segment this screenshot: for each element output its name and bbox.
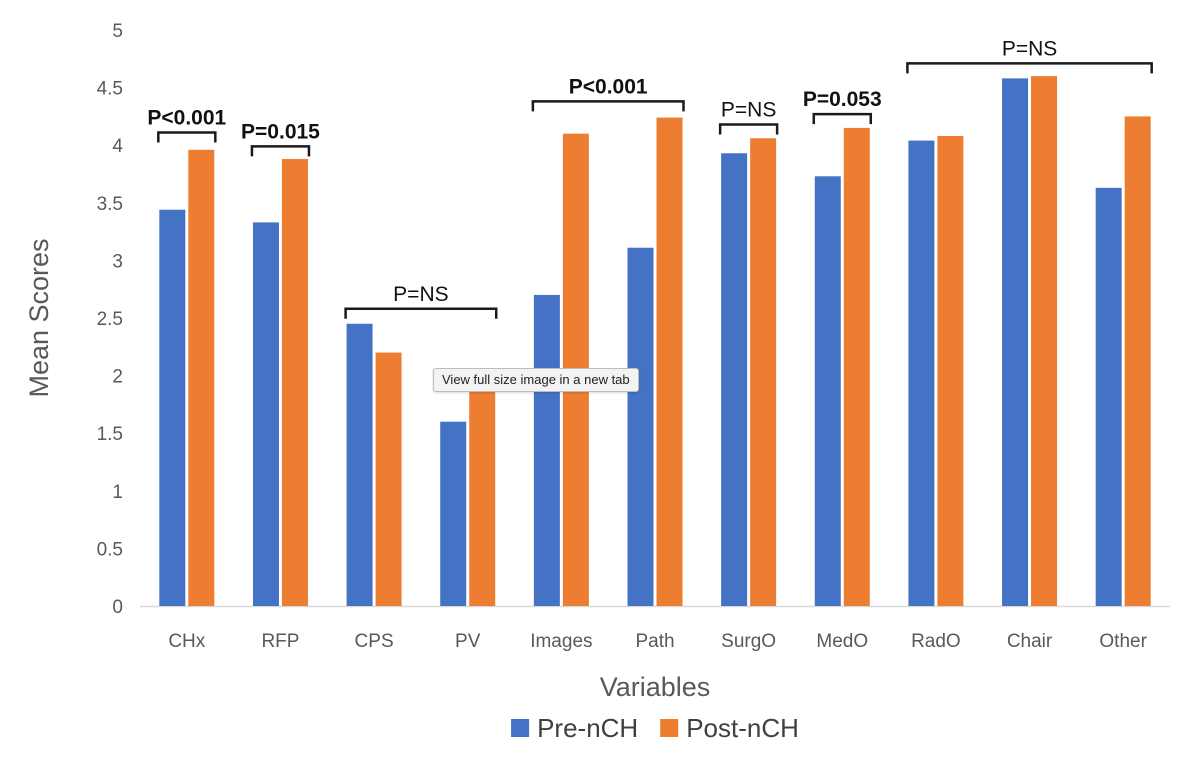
x-tick-label-pv: PV [455, 631, 481, 652]
bar-post-nch-path [656, 117, 683, 606]
significance-bracket [718, 123, 779, 135]
significance-label: P=NS [393, 283, 448, 306]
y-tick-label: 4.5 [97, 79, 123, 100]
bar-post-nch-pv [469, 384, 496, 606]
significance-label: P<0.001 [569, 75, 648, 98]
y-tick-label: 1 [112, 482, 123, 503]
x-axis-title: Variables [600, 672, 711, 702]
significance-label: P=NS [1002, 37, 1057, 60]
x-tick-label-rfp: RFP [261, 631, 299, 652]
bar-pre-nch-images [533, 294, 560, 606]
significance-label: P=0.053 [803, 88, 882, 111]
bar-pre-nch-chx [159, 209, 186, 606]
significance-annotations: P<0.001 P=0.015 P=NS P<0.001 P=NS P=0.053 P=NS [147, 37, 1153, 319]
x-tick-label-medo: MedO [816, 631, 868, 652]
bar-post-nch-other [1124, 116, 1151, 607]
significance-bracket [812, 112, 873, 125]
y-tick-label: 0.5 [97, 539, 123, 560]
x-tick-label-path: Path [635, 631, 674, 652]
legend-label: Post-nCH [686, 713, 799, 743]
bar-post-nch-chx [188, 149, 215, 607]
significance-bracket [250, 145, 311, 157]
y-tick-label: 5 [112, 21, 123, 42]
y-tick-label: 3.5 [97, 194, 123, 215]
x-tick-label-chx: CHx [168, 631, 205, 652]
x-axis-ticks: CHx RFP CPS PV Images Path SurgO MedO RadO Chair O… [168, 631, 1147, 652]
x-tick-label-surgo: SurgO [721, 631, 776, 652]
legend: Pre-nCH Post-nCH [511, 713, 799, 743]
bar-post-nch-rado [937, 135, 964, 606]
y-axis-title: Mean Scores [24, 238, 54, 397]
bar-pre-nch-chair [1002, 78, 1029, 606]
significance-bracket [906, 62, 1153, 74]
y-axis-ticks: 0 0.5 1 1.5 2 2.5 3 3.5 4 4.5 5 [97, 21, 124, 618]
legend-swatch [511, 719, 530, 737]
bar-pre-nch-rado [908, 140, 935, 607]
x-tick-label-chair: Chair [1007, 631, 1053, 652]
x-tick-label-rado: RadO [911, 631, 961, 652]
y-tick-label: 0 [112, 597, 123, 618]
significance-bracket [531, 100, 685, 112]
bar-post-nch-cps [375, 352, 402, 606]
y-tick-label: 4 [112, 136, 123, 157]
bar-pre-nch-rfp [252, 222, 279, 606]
bar-pre-nch-pv [440, 421, 467, 606]
significance-label: P<0.001 [147, 107, 226, 130]
legend-label: Pre-nCH [537, 713, 638, 743]
significance-bracket [157, 131, 217, 143]
legend-item-pre-nch: Pre-nCH [511, 713, 638, 743]
bar-pre-nch-cps [346, 323, 373, 606]
bar-pre-nch-path [627, 247, 654, 606]
x-tick-label-other: Other [1099, 631, 1147, 652]
y-tick-label: 2.5 [97, 309, 123, 330]
significance-label: P=0.015 [241, 120, 320, 143]
significance-bracket [344, 307, 498, 319]
bar-pre-nch-medo [814, 176, 841, 606]
x-tick-label-cps: CPS [355, 631, 394, 652]
legend-swatch [660, 719, 679, 737]
x-tick-label-images: Images [530, 631, 592, 652]
bar-pre-nch-surgo [721, 153, 748, 606]
bar-pre-nch-other [1095, 187, 1122, 606]
bar-post-nch-chair [1031, 76, 1058, 606]
bar-post-nch-rfp [281, 159, 308, 607]
bar-post-nch-surgo [750, 138, 777, 606]
y-tick-label: 2 [112, 367, 123, 388]
y-tick-label: 3 [112, 251, 123, 272]
bar-post-nch-medo [843, 127, 870, 607]
legend-item-post-nch: Post-nCH [660, 713, 799, 743]
y-tick-label: 1.5 [97, 424, 123, 445]
view-full-size-tooltip[interactable]: View full size image in a new tab [433, 368, 639, 392]
significance-label: P=NS [721, 98, 776, 121]
